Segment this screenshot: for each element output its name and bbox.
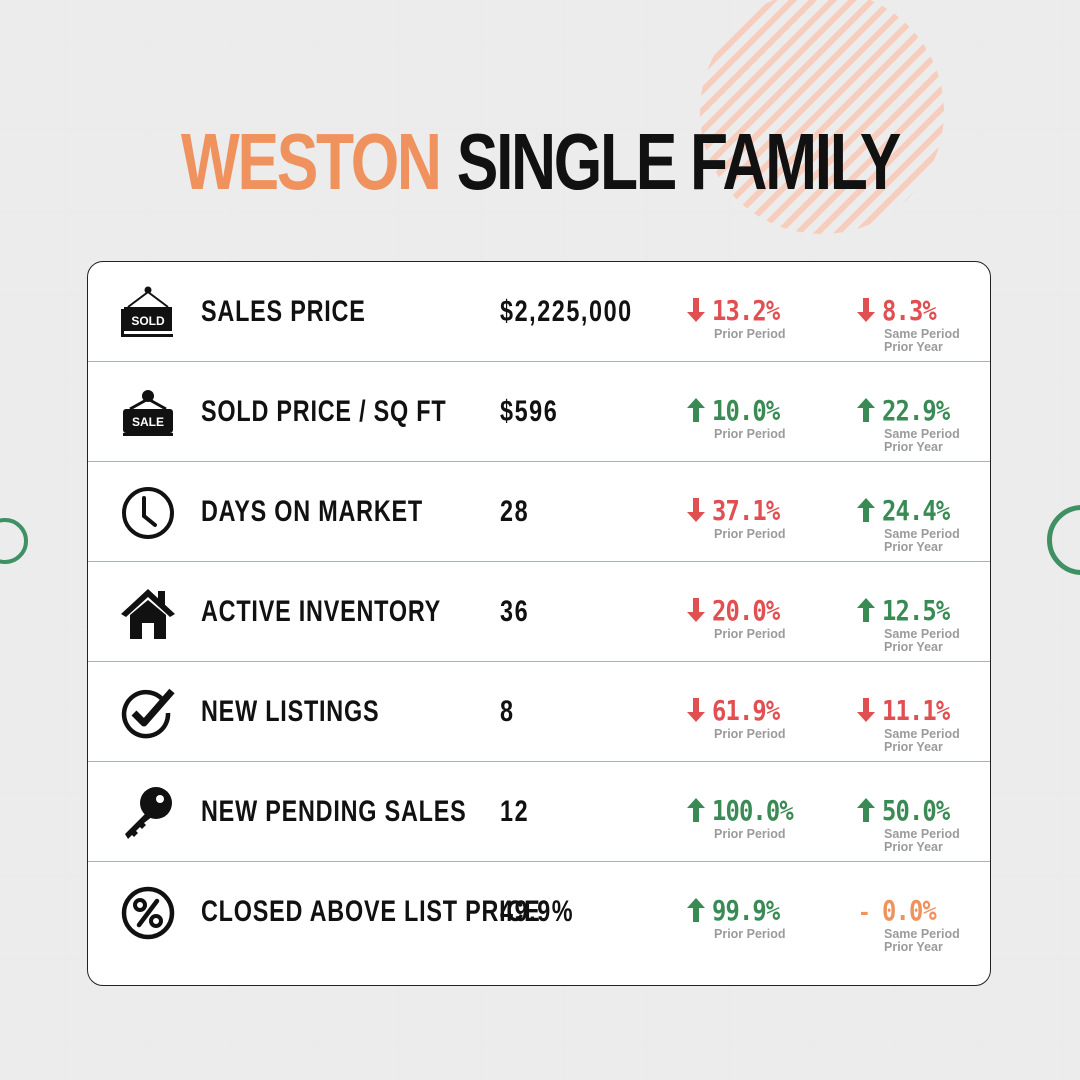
clock-icon bbox=[118, 485, 178, 541]
stat-label: NEW PENDING SALES bbox=[201, 795, 467, 828]
change-percent: 0.0% bbox=[882, 894, 937, 927]
change-caption: Prior Period bbox=[714, 927, 786, 941]
arrow-down-icon bbox=[856, 298, 876, 322]
change-caption: Prior Period bbox=[714, 827, 786, 841]
prior-year-change: 11.1% Same Period Prior Year bbox=[856, 692, 990, 762]
arrow-down-icon bbox=[856, 698, 876, 722]
svg-text:SOLD: SOLD bbox=[131, 314, 165, 328]
change-caption: Same Period Prior Year bbox=[884, 927, 960, 954]
stat-row: SALE SOLD PRICE / SQ FT $596 10.0% Prior Per… bbox=[88, 362, 990, 462]
flat-dash-icon: - bbox=[860, 896, 869, 926]
stat-label: CLOSED ABOVE LIST PRICE bbox=[201, 895, 541, 928]
arrow-down-icon bbox=[686, 698, 706, 722]
stat-label: SALES PRICE bbox=[201, 295, 366, 328]
prior-period-change: 99.9% Prior Period bbox=[686, 892, 846, 962]
prior-year-change: 8.3% Same Period Prior Year bbox=[856, 292, 990, 362]
change-percent: 13.2% bbox=[712, 294, 780, 327]
sold-sign-icon: SOLD bbox=[118, 285, 178, 341]
arrow-up-icon bbox=[856, 498, 876, 522]
stat-label: ACTIVE INVENTORY bbox=[201, 595, 442, 628]
arrow-up-icon bbox=[686, 398, 706, 422]
stat-row: SOLD SALES PRICE $2,225,000 13.2% Prior Peri… bbox=[88, 262, 990, 362]
arrow-up-icon bbox=[686, 898, 706, 922]
stat-label: SOLD PRICE / SQ FT bbox=[201, 395, 447, 428]
change-caption: Prior Period bbox=[714, 527, 786, 541]
checkmark-icon bbox=[118, 685, 178, 741]
change-percent: 24.4% bbox=[882, 494, 950, 527]
change-caption: Same Period Prior Year bbox=[884, 627, 960, 654]
stat-label: NEW LISTINGS bbox=[201, 695, 380, 728]
stat-value: 36 bbox=[500, 595, 530, 628]
change-caption: Prior Period bbox=[714, 727, 786, 741]
change-percent: 100.0% bbox=[712, 794, 794, 827]
stat-row: DAYS ON MARKET 28 37.1% Prior Period 24.4% Sa… bbox=[88, 462, 990, 562]
change-caption: Same Period Prior Year bbox=[884, 427, 960, 454]
title-accent: WESTON bbox=[180, 117, 442, 206]
arrow-down-icon bbox=[686, 298, 706, 322]
prior-period-change: 13.2% Prior Period bbox=[686, 292, 846, 362]
prior-period-change: 100.0% Prior Period bbox=[686, 792, 846, 862]
stat-row: NEW PENDING SALES 12 100.0% Prior Period 50.… bbox=[88, 762, 990, 862]
arrow-up-icon bbox=[856, 398, 876, 422]
prior-year-change: 22.9% Same Period Prior Year bbox=[856, 392, 990, 462]
stat-value: $596 bbox=[500, 395, 559, 428]
change-percent: 50.0% bbox=[882, 794, 950, 827]
arrow-down-icon bbox=[686, 498, 706, 522]
stat-value: 49.9% bbox=[500, 895, 575, 928]
stat-value: 28 bbox=[500, 495, 530, 528]
decorative-ring-right bbox=[1047, 505, 1080, 575]
arrow-up-icon bbox=[856, 598, 876, 622]
stat-row: NEW LISTINGS 8 61.9% Prior Period 11.1% Same … bbox=[88, 662, 990, 762]
prior-year-change: 50.0% Same Period Prior Year bbox=[856, 792, 990, 862]
change-caption: Prior Period bbox=[714, 327, 786, 341]
prior-period-change: 37.1% Prior Period bbox=[686, 492, 846, 562]
change-percent: 37.1% bbox=[712, 494, 780, 527]
prior-period-change: 10.0% Prior Period bbox=[686, 392, 846, 462]
change-caption: Prior Period bbox=[714, 427, 786, 441]
prior-year-change: 24.4% Same Period Prior Year bbox=[856, 492, 990, 562]
svg-text:SALE: SALE bbox=[132, 415, 164, 429]
change-percent: 22.9% bbox=[882, 394, 950, 427]
house-icon bbox=[118, 585, 178, 641]
prior-year-change: 12.5% Same Period Prior Year bbox=[856, 592, 990, 662]
stat-value: 8 bbox=[500, 695, 515, 728]
change-percent: 11.1% bbox=[882, 694, 950, 727]
sale-sign-icon: SALE bbox=[118, 385, 178, 441]
stat-row: CLOSED ABOVE LIST PRICE 49.9% 99.9% Prior P… bbox=[88, 862, 990, 962]
arrow-up-icon bbox=[856, 798, 876, 822]
change-percent: 12.5% bbox=[882, 594, 950, 627]
title-main: SINGLE FAMILY bbox=[456, 117, 902, 206]
change-caption: Same Period Prior Year bbox=[884, 827, 960, 854]
page-title: WESTON SINGLE FAMILY bbox=[119, 112, 961, 212]
arrow-up-icon bbox=[686, 798, 706, 822]
change-percent: 8.3% bbox=[882, 294, 937, 327]
change-caption: Same Period Prior Year bbox=[884, 727, 960, 754]
stat-row: ACTIVE INVENTORY 36 20.0% Prior Period 12.5%… bbox=[88, 562, 990, 662]
stat-value: 12 bbox=[500, 795, 530, 828]
prior-period-change: 61.9% Prior Period bbox=[686, 692, 846, 762]
change-percent: 20.0% bbox=[712, 594, 780, 627]
stat-value: $2,225,000 bbox=[500, 295, 633, 328]
stats-card: SOLD SALES PRICE $2,225,000 13.2% Prior Peri… bbox=[87, 261, 991, 986]
change-caption: Prior Period bbox=[714, 627, 786, 641]
prior-year-change: -0.0% Same Period Prior Year bbox=[856, 892, 990, 962]
change-caption: Same Period Prior Year bbox=[884, 527, 960, 554]
arrow-down-icon bbox=[686, 598, 706, 622]
decorative-ring-left bbox=[0, 518, 28, 564]
key-icon bbox=[118, 785, 178, 841]
stat-label: DAYS ON MARKET bbox=[201, 495, 423, 528]
decorative-striped-circle bbox=[700, 0, 944, 234]
change-caption: Same Period Prior Year bbox=[884, 327, 960, 354]
prior-period-change: 20.0% Prior Period bbox=[686, 592, 846, 662]
change-percent: 10.0% bbox=[712, 394, 780, 427]
percent-icon bbox=[118, 885, 178, 941]
change-percent: 61.9% bbox=[712, 694, 780, 727]
change-percent: 99.9% bbox=[712, 894, 780, 927]
